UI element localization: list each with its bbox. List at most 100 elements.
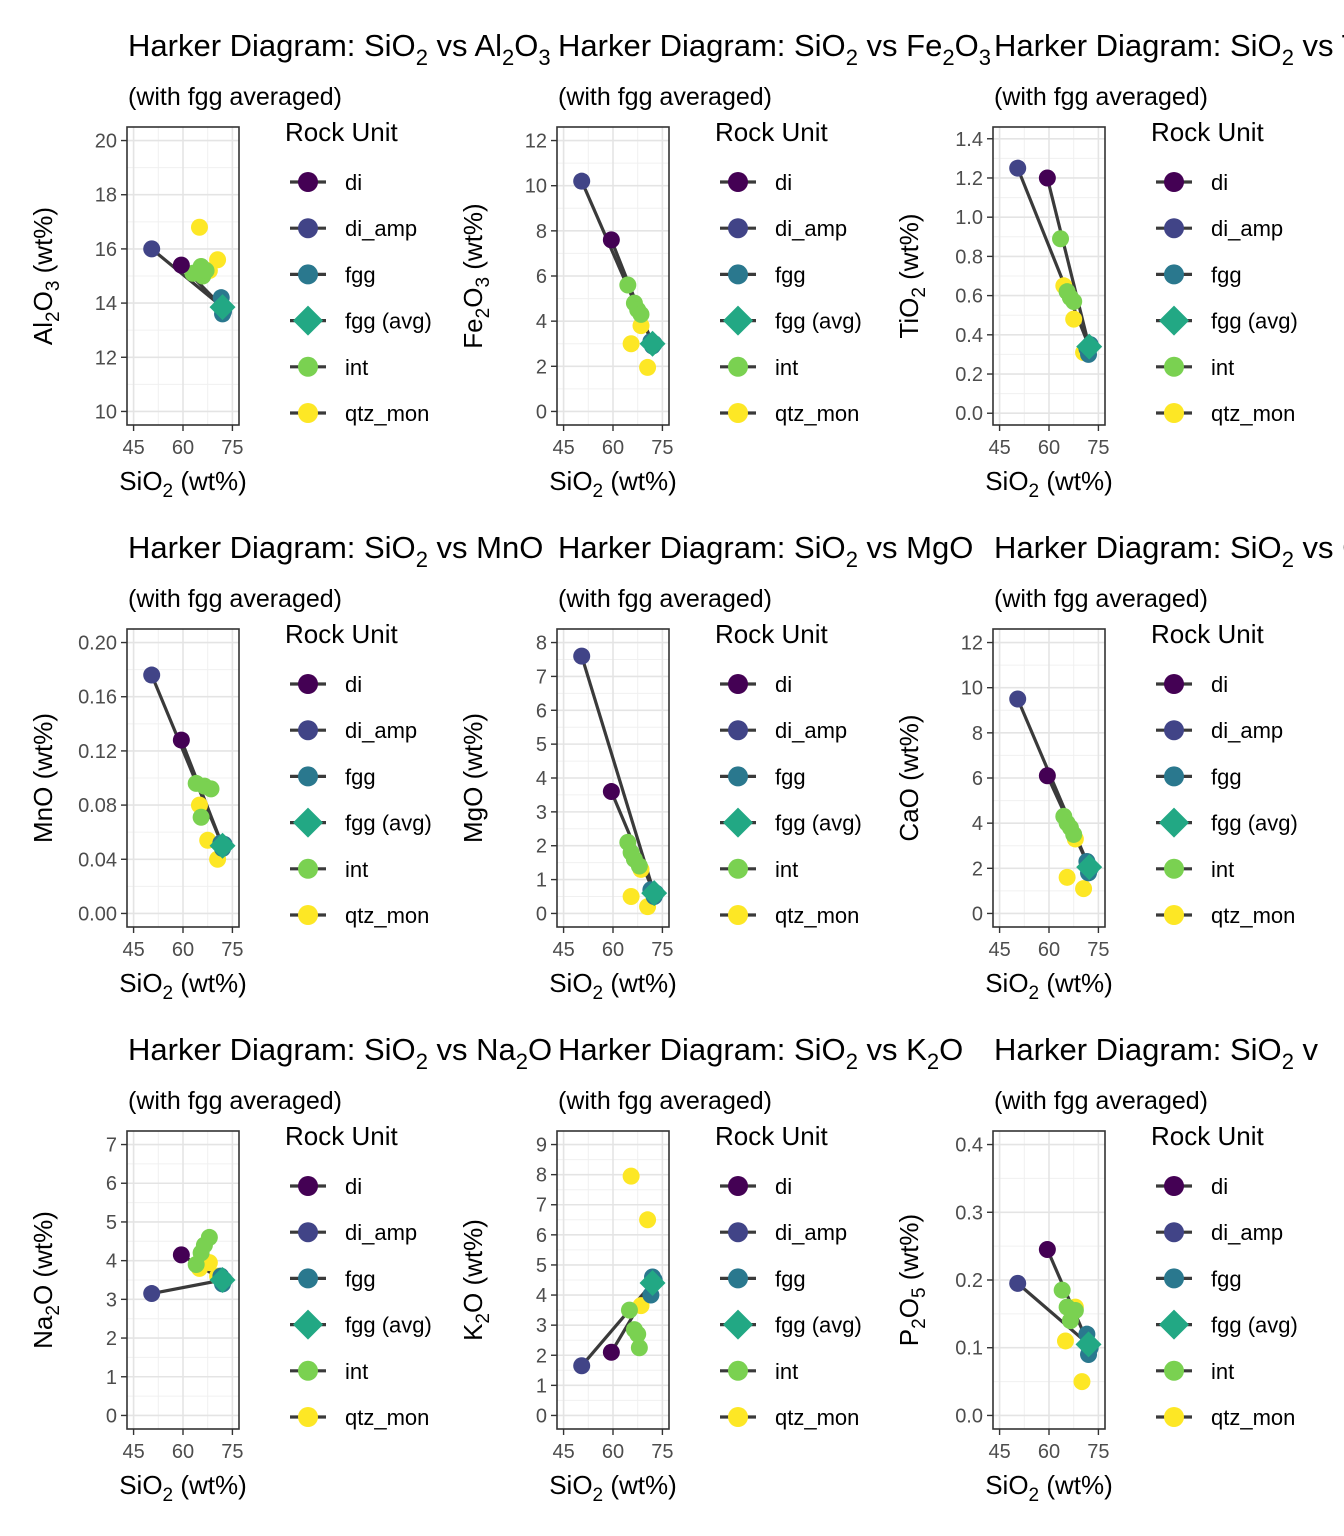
- trend-line: [580, 655, 656, 894]
- x-tick-label: 75: [651, 1441, 673, 1463]
- legend-label: fgg: [345, 1266, 376, 1291]
- legend-label: fgg: [1211, 262, 1242, 287]
- legend-label: di: [1211, 170, 1228, 195]
- y-tick-label: 0: [536, 1405, 547, 1427]
- x-tick-label: 60: [172, 1441, 194, 1463]
- legend-key-qtz_mon: [298, 905, 318, 925]
- legend-label: di_amp: [345, 216, 417, 241]
- legend-label: int: [345, 857, 368, 882]
- legend-key-di_amp: [298, 1222, 318, 1243]
- legend-key-di: [1164, 1176, 1184, 1196]
- y-tick-label: 6: [536, 266, 547, 288]
- data-layer: [1009, 690, 1103, 898]
- x-tick-label: 45: [552, 939, 574, 961]
- legend-key-di: [1164, 674, 1184, 694]
- legend-key-di_amp: [728, 1222, 748, 1243]
- legend-label: di_amp: [1211, 216, 1283, 241]
- legend-key-qtz_mon: [728, 403, 748, 423]
- harker-panel: Harker Diagram: SiO2 vs MgO (with fgg ave…: [458, 530, 973, 1004]
- y-axis-title: P2O5 (wt%): [894, 1214, 930, 1346]
- legend-label: qtz_mon: [775, 903, 859, 928]
- y-tick-label: 12: [961, 633, 983, 655]
- y-tick-label: 7: [536, 1195, 547, 1217]
- legend-key-qtz_mon: [728, 1407, 748, 1427]
- legend-label: qtz_mon: [1211, 1405, 1295, 1430]
- trend-line: [580, 1281, 654, 1367]
- legend-label: qtz_mon: [1211, 401, 1295, 426]
- legend-key-qtz_mon: [1164, 905, 1184, 925]
- y-tick-label: 5: [106, 1212, 117, 1234]
- data-layer: [573, 647, 668, 916]
- x-tick-label: 60: [602, 939, 624, 961]
- legend-key-di_amp: [1164, 720, 1184, 741]
- legend-key-di: [728, 1176, 748, 1196]
- y-tick-label: 1.0: [955, 207, 983, 229]
- data-point-int: [202, 780, 220, 798]
- data-layer: [143, 218, 236, 323]
- y-axis-title: MgO (wt%): [458, 713, 488, 843]
- y-tick-label: 0.8: [955, 246, 983, 268]
- chart-title: Harker Diagram: SiO2 vs Fe2O3: [558, 28, 991, 70]
- data-layer: [143, 666, 236, 868]
- y-tick-label: 4: [536, 768, 547, 790]
- legend-label: qtz_mon: [775, 1405, 859, 1430]
- legend-label: fgg: [1211, 764, 1242, 789]
- x-tick-label: 45: [122, 1441, 144, 1463]
- data-point-fgg_avg: [1076, 333, 1103, 360]
- legend-label: fgg: [775, 262, 806, 287]
- legend-label: fgg (avg): [1211, 309, 1298, 334]
- y-tick-label: 0.1: [955, 1338, 983, 1360]
- x-axis-title: SiO2 (wt%): [985, 968, 1113, 1004]
- data-point-int: [200, 1228, 218, 1246]
- legend-label: fgg (avg): [775, 309, 862, 334]
- y-tick-label: 16: [95, 239, 117, 261]
- legend-title: Rock Unit: [715, 117, 828, 147]
- y-tick-label: 10: [525, 176, 547, 198]
- legend-label: di_amp: [1211, 1220, 1283, 1245]
- chart-subtitle: (with fgg averaged): [558, 585, 772, 613]
- legend-key-fgg: [298, 264, 318, 285]
- legend-label: qtz_mon: [345, 1405, 429, 1430]
- chart-title: Harker Diagram: SiO2 vs MgO: [558, 530, 973, 572]
- legend-label: di_amp: [345, 718, 417, 743]
- x-tick-label: 45: [552, 437, 574, 459]
- x-tick-label: 75: [1087, 437, 1109, 459]
- legend-label: int: [1211, 857, 1234, 882]
- y-tick-label: 8: [536, 1165, 547, 1187]
- y-tick-label: 0.00: [78, 903, 117, 925]
- legend-label: fgg (avg): [775, 1313, 862, 1338]
- data-point-di: [602, 231, 620, 249]
- y-tick-label: 0.4: [955, 1135, 983, 1157]
- x-axis-title: SiO2 (wt%): [549, 1470, 677, 1506]
- y-axis-title: Al2O3 (wt%): [28, 207, 64, 345]
- data-point-qtz_mon: [190, 218, 208, 236]
- y-tick-label: 0: [972, 903, 983, 925]
- legend-key-fgg_avg: [723, 1309, 753, 1340]
- legend-title: Rock Unit: [285, 619, 398, 649]
- legend-key-di: [298, 674, 318, 694]
- legend-title: Rock Unit: [1151, 117, 1264, 147]
- x-axis-title: SiO2 (wt%): [549, 968, 677, 1004]
- panel-border: [126, 628, 240, 928]
- legend-key-di_amp: [298, 720, 318, 741]
- legend-label: qtz_mon: [775, 401, 859, 426]
- panel-border: [992, 126, 1106, 426]
- legend-key-int: [728, 1360, 748, 1381]
- y-tick-label: 6: [536, 700, 547, 722]
- y-tick-label: 3: [536, 802, 547, 824]
- legend-title: Rock Unit: [285, 117, 398, 147]
- legend-key-fgg_avg: [293, 807, 323, 838]
- harker-panel: Harker Diagram: SiO2 v (with fgg averaged…: [894, 1032, 1319, 1506]
- data-point-qtz_mon: [639, 1211, 657, 1229]
- panel-border: [556, 628, 670, 928]
- legend-title: Rock Unit: [285, 1121, 398, 1151]
- legend-label: di: [345, 1174, 362, 1199]
- legend-key-int: [298, 858, 318, 879]
- y-tick-label: 0: [536, 903, 547, 925]
- legend-key-qtz_mon: [1164, 403, 1184, 423]
- legend-label: di: [775, 1174, 792, 1199]
- y-tick-label: 1.2: [955, 168, 983, 190]
- data-point-int: [632, 305, 650, 323]
- x-axis-title: SiO2 (wt%): [119, 1470, 247, 1506]
- legend-key-di_amp: [1164, 218, 1184, 239]
